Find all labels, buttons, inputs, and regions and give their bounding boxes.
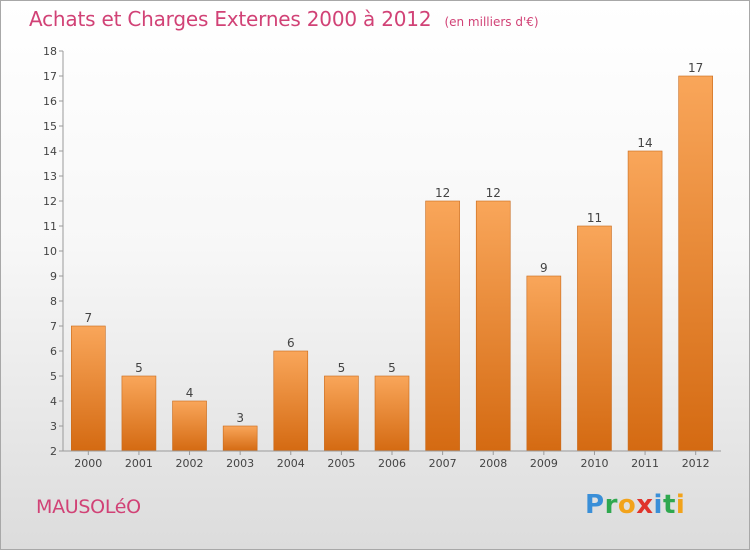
x-tick-label-2009: 2009 [530,457,558,470]
data-label-2002: 4 [186,386,194,400]
data-label-2001: 5 [135,361,143,375]
y-tick-label: 8 [50,295,57,308]
data-label-2004: 6 [287,336,295,350]
title-block: Achats et Charges Externes 2000 à 2012 (… [29,7,539,31]
bar-2011 [627,150,663,452]
data-label-2005: 5 [338,361,346,375]
x-tick-label-2008: 2008 [479,457,507,470]
logo-letter: i [653,490,663,520]
y-tick-label: 11 [43,220,57,233]
logo-letter: o [617,490,637,520]
y-tick-label: 5 [50,370,57,383]
data-label-2011: 14 [637,136,652,150]
x-tick-label-2002: 2002 [176,457,204,470]
data-labels: 7 5 4 3 6 5 5 12 12 9 11 14 17 [84,61,703,425]
data-label-2003: 3 [236,411,244,425]
x-tick-label-2000: 2000 [74,457,102,470]
y-tick-label: 4 [50,395,57,408]
y-tick-label: 9 [50,270,57,283]
data-label-2007: 12 [435,186,450,200]
logo-letter: i [675,490,686,520]
data-label-2010: 11 [587,211,602,225]
x-tick-label-2005: 2005 [327,457,355,470]
logo-letter: t [662,490,676,520]
data-label-2009: 9 [540,261,548,275]
data-label-2000: 7 [84,311,92,325]
x-tick-label-2001: 2001 [125,457,153,470]
x-axis: 2000 2001 2002 2003 2004 2005 2006 2007 2008 2009… [63,450,721,470]
bar-2009 [526,275,562,452]
y-tick-label: 12 [43,195,57,208]
y-tick-label: 18 [43,45,57,58]
bar-2010 [577,225,612,452]
bar-2006 [374,375,410,452]
bar-2001 [121,375,157,452]
y-tick-label: 15 [43,120,57,133]
x-tick-label-2004: 2004 [277,457,305,470]
data-label-2006: 5 [388,361,396,375]
x-tick-label-2012: 2012 [682,457,710,470]
y-axis: 2 3 4 5 6 7 8 9 10 11 12 13 14 15 16 17 18 [43,45,64,458]
data-label-2008: 12 [486,186,501,200]
bar-2003 [222,425,258,452]
x-tick-label-2007: 2007 [429,457,457,470]
bar-2002 [172,400,207,452]
y-tick-label: 13 [43,170,57,183]
bar-2012 [678,75,713,452]
bar-2000 [71,325,106,452]
chart-subtitle: (en milliers d'€) [444,15,539,29]
y-tick-label: 2 [50,445,57,458]
bar-2004 [273,350,309,452]
data-label-2012: 17 [688,61,703,75]
logo-letter: x [636,490,654,520]
y-tick-label: 14 [43,145,57,158]
logo-letter: r [604,490,618,520]
proxiti-logo: Proxiti [585,490,685,520]
commune-name: MAUSOLéO [36,496,141,518]
x-tick-label-2003: 2003 [226,457,254,470]
x-tick-label-2006: 2006 [378,457,406,470]
y-tick-label: 3 [50,420,57,433]
x-tick-label-2010: 2010 [580,457,608,470]
y-tick-label: 16 [43,95,57,108]
bar-2008 [475,200,511,452]
bar-2007 [425,200,460,452]
bar-2005 [324,375,359,452]
y-tick-label: 17 [43,70,57,83]
y-tick-label: 6 [50,345,57,358]
y-tick-label: 7 [50,320,57,333]
x-tick-label-2011: 2011 [631,457,659,470]
y-tick-label: 10 [43,245,57,258]
logo-letter: P [585,490,605,520]
bars [71,75,713,452]
chart-title: Achats et Charges Externes 2000 à 2012 [29,7,432,31]
